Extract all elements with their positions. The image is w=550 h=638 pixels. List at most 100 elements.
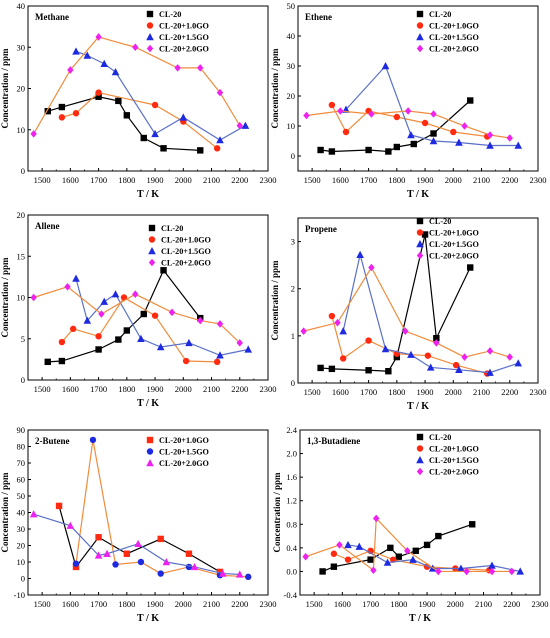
data-point bbox=[370, 566, 377, 575]
y-tick-label: 80 bbox=[17, 442, 26, 452]
data-point bbox=[410, 140, 417, 148]
plot-frame-butadiene bbox=[299, 429, 541, 596]
data-point bbox=[179, 113, 188, 121]
data-point bbox=[407, 131, 415, 139]
series-line-propene-0 bbox=[320, 234, 471, 372]
panel-methane: 1500 1600 1700 1800 1900 2000 2100 2200 2300 0 10 2… bbox=[0, 1, 277, 200]
data-point bbox=[409, 555, 417, 563]
data-point bbox=[365, 367, 372, 374]
x-tick-label: 2300 bbox=[260, 599, 277, 609]
x-tick-label: 1600 bbox=[332, 175, 349, 185]
data-point bbox=[385, 148, 392, 155]
data-point bbox=[336, 541, 343, 549]
x-tick-label: 2300 bbox=[532, 599, 549, 609]
x-tick-label: 1900 bbox=[147, 175, 164, 185]
data-point bbox=[317, 364, 324, 372]
data-point bbox=[120, 294, 128, 301]
data-point bbox=[514, 141, 523, 149]
data-point bbox=[58, 357, 66, 365]
data-point bbox=[140, 310, 147, 318]
data-point bbox=[236, 121, 243, 130]
legend-label: CL-20+1.5GO bbox=[159, 448, 209, 457]
legend-marker bbox=[416, 251, 424, 260]
x-tick-label: 2000 bbox=[175, 599, 192, 609]
legend-marker bbox=[416, 217, 424, 225]
data-point bbox=[185, 550, 193, 557]
data-point bbox=[160, 267, 167, 274]
x-tick-label: 1500 bbox=[304, 175, 321, 185]
data-point bbox=[328, 312, 336, 320]
legend-marker bbox=[416, 240, 424, 248]
data-point bbox=[457, 564, 465, 572]
data-point bbox=[455, 138, 463, 146]
x-tick-label: 2000 bbox=[175, 175, 192, 185]
legend-marker bbox=[146, 10, 154, 18]
x-tick-label: 1700 bbox=[362, 599, 379, 609]
x-tick-label: 2100 bbox=[203, 175, 220, 185]
data-point bbox=[429, 137, 438, 145]
legend-label: CL-20+2.0GO bbox=[429, 468, 479, 477]
data-point bbox=[213, 358, 221, 366]
plot-frame-propene bbox=[297, 217, 539, 384]
data-point bbox=[94, 551, 103, 559]
legend-label: CL-20+1.5GO bbox=[161, 247, 211, 256]
data-point bbox=[368, 263, 375, 272]
data-point bbox=[339, 355, 347, 362]
data-point bbox=[160, 145, 167, 152]
data-point bbox=[66, 521, 75, 529]
data-point bbox=[395, 553, 403, 560]
series-line-propene-3 bbox=[303, 266, 510, 358]
legend-marker bbox=[148, 258, 156, 267]
x-axis-label-propene: T / K bbox=[407, 401, 429, 412]
x-tick-label: 1800 bbox=[388, 387, 405, 397]
y-tick-label: 20 bbox=[17, 210, 26, 220]
data-point bbox=[506, 353, 513, 361]
data-point bbox=[244, 345, 253, 353]
y-tick-label: 40 bbox=[17, 1, 26, 11]
x-tick-label: 1800 bbox=[388, 175, 405, 185]
data-point bbox=[423, 541, 431, 549]
data-point bbox=[123, 550, 131, 557]
legend-marker bbox=[416, 229, 424, 236]
legend-marker bbox=[416, 456, 424, 464]
data-point bbox=[58, 338, 66, 346]
legend-marker bbox=[148, 224, 156, 232]
x-tick-label: 1700 bbox=[360, 387, 377, 397]
data-point bbox=[467, 264, 474, 271]
x-tick-label: 2000 bbox=[445, 175, 462, 185]
y-tick-label: 20 bbox=[287, 91, 296, 101]
y-tick-label: -10 bbox=[14, 590, 25, 600]
data-point bbox=[151, 101, 159, 109]
y-tick-label: 0.8 bbox=[286, 519, 297, 529]
data-point bbox=[29, 510, 38, 518]
x-tick-label: 2100 bbox=[473, 175, 490, 185]
data-point bbox=[83, 51, 92, 59]
data-point bbox=[302, 552, 309, 561]
y-tick-label: 2.4 bbox=[286, 425, 297, 435]
data-point bbox=[95, 89, 102, 96]
data-point bbox=[95, 93, 102, 100]
y-tick-label: 1.2 bbox=[286, 496, 297, 506]
series-line-allene-0 bbox=[47, 269, 201, 363]
x-tick-label: 2200 bbox=[501, 387, 518, 397]
data-point bbox=[182, 357, 190, 365]
data-point bbox=[216, 320, 224, 328]
data-point bbox=[95, 333, 102, 340]
x-tick-label: 1900 bbox=[417, 175, 434, 185]
x-tick-label: 2100 bbox=[203, 384, 220, 394]
data-point bbox=[467, 97, 474, 104]
data-point bbox=[137, 558, 145, 566]
data-point bbox=[393, 143, 401, 151]
panel-allene: 1500 1600 1700 1800 1900 2000 2100 2200 2300 0 5 10… bbox=[0, 210, 277, 409]
data-point bbox=[103, 549, 111, 557]
x-tick-label: 2000 bbox=[447, 599, 464, 609]
legend-marker bbox=[146, 448, 154, 455]
data-point bbox=[137, 334, 145, 342]
data-point bbox=[356, 250, 364, 258]
x-tick-label: 1600 bbox=[62, 599, 79, 609]
x-tick-label: 2200 bbox=[231, 175, 248, 185]
data-point bbox=[216, 568, 224, 576]
data-point bbox=[452, 361, 460, 369]
legend-label: CL-20+1.5GO bbox=[429, 33, 479, 42]
legend-marker bbox=[146, 22, 154, 29]
